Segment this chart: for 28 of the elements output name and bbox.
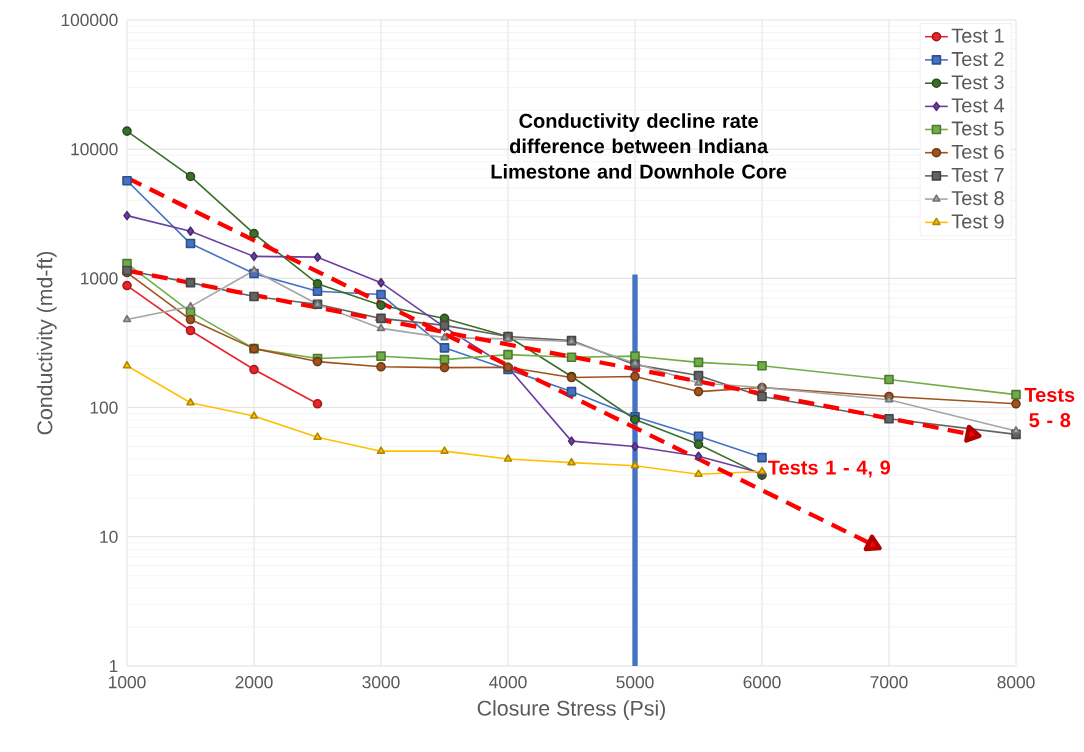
y-tick-label: 10 xyxy=(100,530,118,543)
legend-label: Test 7 xyxy=(951,168,1004,182)
y-tick-label: 1 xyxy=(109,660,118,672)
legend-label: Test 4 xyxy=(951,98,1005,113)
legend-label: Test 6 xyxy=(951,144,1004,159)
y-tick-label: 100000 xyxy=(61,13,118,27)
text: Tests 5 - 8 xyxy=(1024,387,1075,428)
y-tick-label: 100 xyxy=(90,401,118,414)
x-tick-label: 7000 xyxy=(870,676,908,689)
x-tick-label: 6000 xyxy=(743,676,781,689)
x-tick-label: 1000 xyxy=(109,676,146,689)
legend-label: Test 8 xyxy=(951,191,1004,206)
x-tick-label: 4000 xyxy=(489,676,527,689)
annotation: Tests 1 - 4, 9 xyxy=(768,460,891,478)
legend-label: Test 5 xyxy=(951,121,1004,136)
legend-label: Test 9 xyxy=(951,214,1004,229)
legend-label: Test 1 xyxy=(951,28,1004,43)
y-tick-label: 1000 xyxy=(81,272,118,285)
x-tick-label: 2000 xyxy=(235,676,273,689)
legend-label: Test 2 xyxy=(951,51,1004,67)
x-axis-title: Closure Stress (Psi) xyxy=(477,700,665,720)
legend-label: Test 3 xyxy=(951,75,1004,90)
annotation: Conductivity decline rate difference between Indiana Limestone and Downhole Core xyxy=(491,113,787,179)
x-tick-label: 8000 xyxy=(997,676,1035,689)
y-tick-label: 10000 xyxy=(71,143,118,156)
y-axis-title: Conductivity (md-ft) xyxy=(36,251,57,435)
x-tick-label: 3000 xyxy=(362,676,400,689)
x-tick-label: 5000 xyxy=(616,676,654,689)
